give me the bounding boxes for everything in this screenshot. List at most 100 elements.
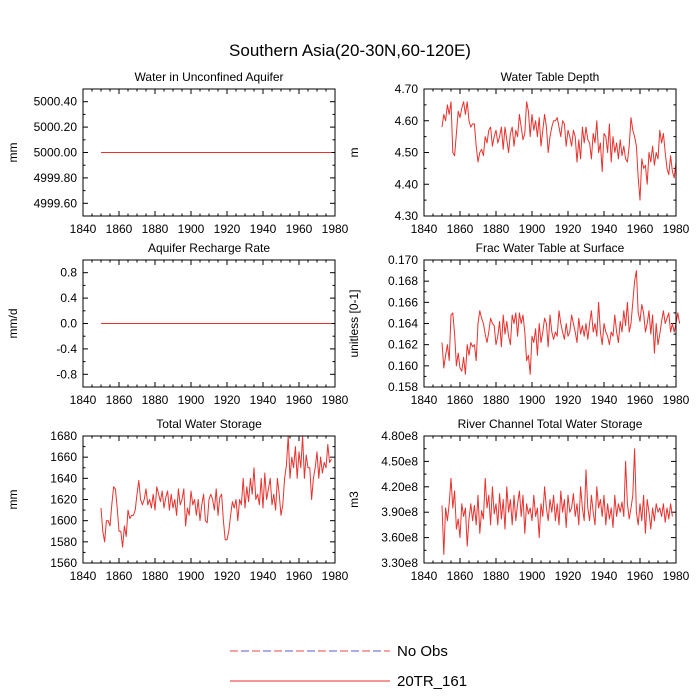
- chart-panels: Water in Unconfined Aquifer mm 1840 1860 188…: [6, 70, 690, 583]
- y-tick-label: 1680: [50, 429, 77, 443]
- x-tick-label: 1840: [70, 569, 97, 583]
- x-tick-label: 1860: [106, 569, 133, 583]
- x-tick-label: 1900: [178, 222, 205, 236]
- legend-label-no-obs: No Obs: [397, 643, 448, 660]
- x-tick-label: 1880: [142, 569, 169, 583]
- y-tick-label: 4.50: [395, 146, 419, 160]
- x-tick-label: 1920: [555, 393, 582, 407]
- x-tick-label: 1980: [322, 222, 349, 236]
- y-axis-label: unitless [0-1]: [347, 289, 361, 357]
- x-tick-label: 1960: [627, 222, 654, 236]
- y-tick-label: 4.70: [395, 82, 419, 96]
- x-tick-label: 1980: [663, 222, 690, 236]
- chart-panel-2: Water Table Depth m 1840 1860 1880 1900 1920 19…: [347, 70, 690, 236]
- y-axis-label: m: [347, 148, 361, 158]
- y-tick-label: 0.168: [388, 274, 418, 288]
- series-line: [441, 270, 681, 375]
- x-tick-label: 1900: [519, 222, 546, 236]
- y-tick-label: 5000.00: [34, 146, 78, 160]
- x-tick-label: 1960: [286, 393, 313, 407]
- x-tick-label: 1960: [286, 569, 313, 583]
- plot-frame: [82, 435, 336, 564]
- x-tick-label: 1900: [178, 569, 205, 583]
- y-tick-label: 1660: [50, 450, 77, 464]
- y-tick-label: 1600: [50, 514, 77, 528]
- chart-panel-6: River Channel Total Water Storage m3 1840 1…: [347, 417, 690, 583]
- series-line: [100, 435, 332, 548]
- y-tick-label: 1640: [50, 471, 77, 485]
- x-tick-label: 1920: [214, 222, 241, 236]
- x-tick-label: 1840: [411, 393, 438, 407]
- y-tick-label: 1560: [50, 556, 77, 570]
- x-tick-label: 1900: [519, 569, 546, 583]
- x-tick-label: 1940: [250, 569, 277, 583]
- y-tick-label: 0.164: [388, 317, 418, 331]
- y-tick-label: 0.166: [388, 295, 418, 309]
- y-tick-label: 0.4: [60, 291, 77, 305]
- y-tick-label: 3.30e8: [381, 556, 418, 570]
- x-tick-label: 1960: [627, 569, 654, 583]
- y-tick-label: -0.8: [56, 367, 77, 381]
- plot-frame: [423, 435, 677, 564]
- x-tick-label: 1940: [250, 222, 277, 236]
- panel-title: Total Water Storage: [156, 417, 262, 431]
- plot-frame: [423, 88, 677, 217]
- x-tick-label: 1900: [519, 393, 546, 407]
- series-line: [441, 448, 673, 556]
- y-axis-label: mm: [6, 490, 20, 510]
- y-tick-label: 5000.40: [34, 95, 78, 109]
- plot-frame: [82, 259, 336, 388]
- y-tick-label: 0.162: [388, 338, 418, 352]
- x-tick-label: 1940: [591, 569, 618, 583]
- x-tick-label: 1940: [250, 393, 277, 407]
- x-tick-label: 1840: [411, 222, 438, 236]
- y-tick-label: 0.8: [60, 266, 77, 280]
- y-tick-label: 4.40: [395, 177, 419, 191]
- y-tick-label: 0.160: [388, 359, 418, 373]
- x-tick-label: 1860: [447, 393, 474, 407]
- series-line: [441, 101, 677, 201]
- y-tick-label: 4999.60: [34, 196, 78, 210]
- x-tick-label: 1960: [286, 222, 313, 236]
- x-tick-label: 1840: [70, 393, 97, 407]
- x-tick-label: 1920: [214, 569, 241, 583]
- y-tick-label: 4.20e8: [381, 480, 418, 494]
- legend-label-20tr-161: 20TR_161: [397, 673, 467, 690]
- x-tick-label: 1920: [555, 569, 582, 583]
- chart-panel-5: Total Water Storage mm 1840 1860 1880 1900 192…: [6, 417, 349, 583]
- x-tick-label: 1940: [591, 393, 618, 407]
- legend: No Obs 20TR_161: [230, 643, 467, 690]
- x-tick-label: 1920: [555, 222, 582, 236]
- x-tick-label: 1980: [322, 393, 349, 407]
- y-tick-label: 4.60: [395, 114, 419, 128]
- y-tick-label: 1620: [50, 493, 77, 507]
- plot-frame: [82, 88, 336, 217]
- panel-title: Aquifer Recharge Rate: [148, 241, 270, 255]
- x-tick-label: 1980: [663, 393, 690, 407]
- x-tick-label: 1960: [627, 393, 654, 407]
- x-tick-label: 1920: [214, 393, 241, 407]
- y-tick-label: 4.80e8: [381, 429, 418, 443]
- x-tick-label: 1860: [447, 222, 474, 236]
- y-tick-label: 0.158: [388, 380, 418, 394]
- y-axis-label: mm/d: [6, 309, 20, 339]
- y-tick-label: 4.30: [395, 209, 419, 223]
- x-tick-label: 1940: [591, 222, 618, 236]
- x-tick-label: 1860: [106, 222, 133, 236]
- y-tick-label: 3.60e8: [381, 531, 418, 545]
- panel-title: Water Table Depth: [501, 70, 600, 84]
- x-tick-label: 1840: [70, 222, 97, 236]
- y-axis-label: m3: [347, 491, 361, 508]
- x-tick-label: 1860: [106, 393, 133, 407]
- y-tick-label: 4999.80: [34, 171, 78, 185]
- x-tick-label: 1880: [483, 222, 510, 236]
- y-tick-label: 4.50e8: [381, 454, 418, 468]
- plot-frame: [423, 259, 677, 388]
- chart-panel-4: Frac Water Table at Surface unitless [0-1…: [347, 241, 690, 407]
- x-tick-label: 1880: [483, 393, 510, 407]
- y-tick-label: 0.0: [60, 317, 77, 331]
- x-tick-label: 1840: [411, 569, 438, 583]
- figure-title: Southern Asia(20-30N,60-120E): [229, 41, 471, 60]
- x-tick-label: 1980: [663, 569, 690, 583]
